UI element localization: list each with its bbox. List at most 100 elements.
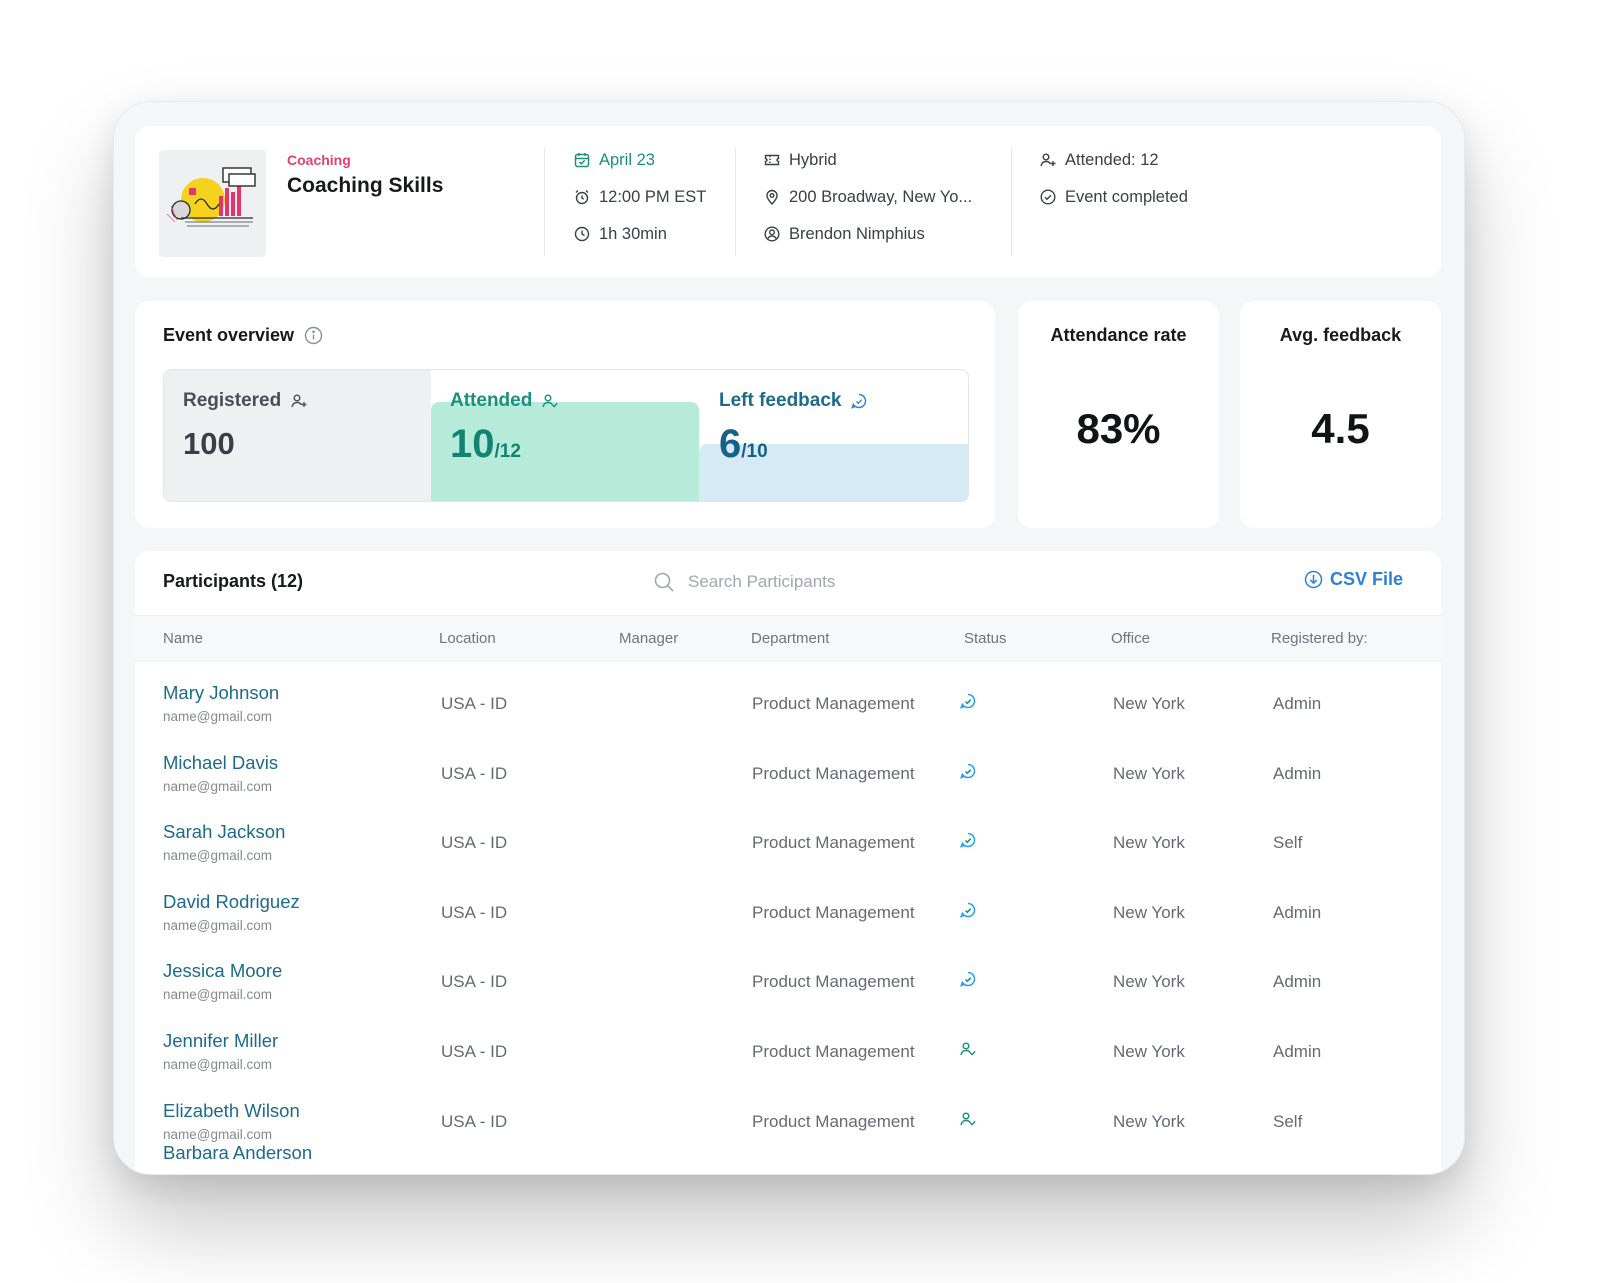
participant-name[interactable]: Elizabeth Wilson [163, 1099, 300, 1121]
check-circle-icon [1039, 188, 1057, 206]
participant-registered-by: Admin [1273, 902, 1322, 922]
participant-email: name@gmail.com [163, 1126, 272, 1142]
search-input[interactable] [688, 572, 948, 592]
attended-icon [959, 1110, 977, 1128]
participant-name[interactable]: Mary Johnson [163, 682, 280, 703]
column-header-registered-by[interactable]: Registered by: [1271, 630, 1368, 647]
participant-email: name@gmail.com [163, 987, 272, 1003]
table-row[interactable]: Michael Davis name@gmail.com USA - ID Produ… [135, 731, 1441, 801]
participant-name[interactable]: David Rodriguez [163, 890, 300, 912]
user-plus-icon [1039, 151, 1057, 169]
participant-office: New York [1113, 1111, 1185, 1131]
info-icon[interactable] [304, 326, 323, 345]
event-duration-text: 1h 30min [599, 224, 667, 243]
event-address-text: 200 Broadway, New Yo... [789, 187, 973, 206]
feedback-value: 6/10 [719, 422, 768, 467]
attended-segment [431, 402, 699, 501]
feedback-label-text: Left feedback [719, 390, 842, 411]
registered-label-text: Registered [183, 390, 282, 411]
user-plus-icon [290, 392, 308, 410]
event-address: 200 Broadway, New Yo... [763, 186, 972, 208]
participant-location: USA - ID [441, 1041, 508, 1061]
event-time-text: 12:00 PM EST [599, 187, 707, 206]
divider [1011, 148, 1012, 256]
avg-feedback-title: Avg. feedback [1279, 325, 1402, 345]
divider [735, 148, 736, 256]
column-header-manager[interactable]: Manager [619, 630, 679, 647]
event-duration: 1h 30min [573, 223, 667, 245]
table-row[interactable]: David Rodriguez name@gmail.com USA - ID Pro… [135, 870, 1441, 940]
participant-office: New York [1113, 902, 1185, 922]
participant-department: Product Management [752, 833, 915, 853]
feedback-icon [850, 392, 868, 410]
event-status: Event completed [1039, 186, 1188, 208]
feedback-icon [959, 970, 977, 988]
user-circle-icon [763, 225, 781, 243]
column-header-department[interactable]: Department [751, 630, 830, 647]
event-date: April 23 [573, 149, 655, 171]
column-header-name[interactable]: Name [163, 630, 204, 647]
registered-value: 100 [183, 426, 235, 461]
event-date-text: April 23 [599, 150, 655, 169]
participants-card: Participants (12) CSV File Name Location… [135, 551, 1441, 1174]
participant-email: name@gmail.com [163, 917, 272, 933]
event-category: Coaching [287, 152, 351, 168]
participant-email: name@gmail.com [163, 1056, 272, 1072]
participant-location: USA - ID [441, 1111, 508, 1131]
table-row[interactable]: Mary Johnson name@gmail.com USA - ID Produc… [135, 661, 1441, 731]
attended-label: Attended [450, 390, 559, 412]
participant-registered-by: Admin [1273, 763, 1322, 783]
table-row[interactable]: Sarah Jackson name@gmail.com USA - ID Produ… [135, 800, 1441, 870]
event-time: 12:00 PM EST [573, 186, 706, 208]
search-icon [653, 571, 675, 593]
table-row[interactable]: Jennifer Miller name@gmail.com USA - ID Pro… [135, 1009, 1441, 1079]
feedback-label: Left feedback [719, 390, 868, 412]
calendar-icon [573, 151, 591, 169]
table-row[interactable]: Jessica Moore name@gmail.com USA - ID Produ… [135, 939, 1441, 1009]
alarm-clock-icon [573, 188, 591, 206]
event-overview-card: Event overview Registered 100 Attended [135, 301, 995, 528]
participant-department: Product Management [752, 972, 915, 992]
feedback-icon [959, 831, 977, 849]
participant-name[interactable]: Michael Davis [163, 751, 279, 773]
event-status-text: Event completed [1065, 187, 1188, 206]
participant-registered-by: Self [1273, 833, 1303, 853]
event-header-card: Coaching Coaching Skills April 23 12:00 … [135, 126, 1441, 277]
participant-department: Product Management [752, 763, 915, 783]
participant-name[interactable]: Jessica Moore [163, 960, 283, 982]
feedback-segment [699, 444, 968, 501]
attended-value: 10/12 [450, 422, 521, 467]
participant-name[interactable]: Jennifer Miller [163, 1029, 279, 1051]
event-title: Coaching Skills [287, 174, 444, 197]
column-header-status[interactable]: Status [964, 630, 1007, 647]
column-header-location[interactable]: Location [439, 630, 496, 647]
ticket-icon [763, 151, 781, 169]
feedback-total: /10 [741, 441, 768, 462]
table-row[interactable]: Elizabeth Wilson name@gmail.com USA - ID Pr… [135, 1079, 1441, 1149]
participant-office: New York [1113, 833, 1185, 853]
feedback-icon [959, 692, 977, 710]
download-circle-icon [1304, 570, 1323, 589]
attendance-rate-title: Attendance rate [1050, 325, 1187, 345]
attended-count: 10 [450, 422, 495, 466]
participant-email: name@gmail.com [163, 709, 272, 724]
event-host: Brendon Nimphius [763, 223, 925, 245]
attended-icon [959, 1040, 977, 1058]
participant-email: name@gmail.com [163, 778, 272, 794]
attended-label-text: Attended [450, 390, 533, 411]
participant-department: Product Management [752, 1041, 915, 1061]
event-attended: Attended: 12 [1039, 149, 1159, 171]
participant-email: name@gmail.com [163, 848, 272, 864]
partial-row-name[interactable]: Barbara Anderson [163, 1142, 313, 1163]
participant-location: USA - ID [441, 763, 508, 783]
attendance-rate-card: Attendance rate 83% [1018, 301, 1219, 528]
column-header-office[interactable]: Office [1111, 630, 1150, 647]
feedback-icon [959, 901, 977, 919]
participant-name[interactable]: Sarah Jackson [163, 821, 286, 843]
participant-location: USA - ID [441, 902, 508, 922]
attended-total: /12 [494, 441, 521, 462]
event-overview-title: Event overview [163, 325, 295, 345]
feedback-icon [959, 762, 977, 780]
participant-registered-by: Admin [1273, 694, 1322, 713]
csv-download-button[interactable]: CSV File [1304, 569, 1403, 590]
